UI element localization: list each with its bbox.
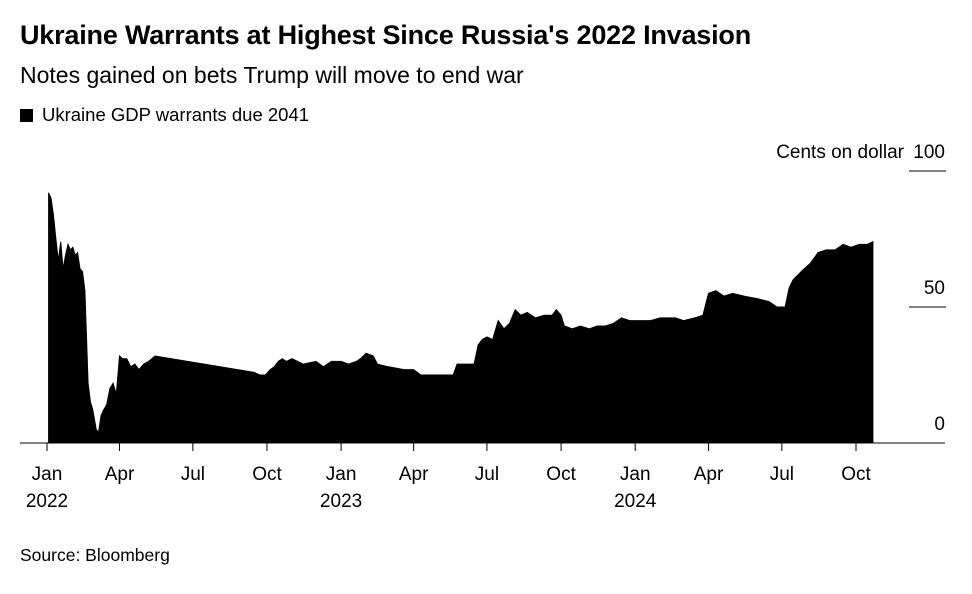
y-tick-label: 50 (924, 278, 945, 299)
x-tick-label: Oct (252, 464, 282, 485)
legend-swatch (20, 108, 33, 122)
y-axis-label: Cents on dollar (776, 142, 904, 163)
series-area (48, 192, 874, 444)
legend-label: Ukraine GDP warrants due 2041 (42, 104, 310, 125)
x-tick-label: Jan (326, 464, 357, 485)
x-tick-label: Jan (620, 464, 651, 485)
chart-title: Ukraine Warrants at Highest Since Russia… (20, 20, 752, 50)
x-tick-label: Oct (546, 464, 576, 485)
legend: Ukraine GDP warrants due 2041 (20, 104, 309, 126)
x-tick-year-label: 2022 (26, 491, 68, 512)
x-tick-label: Jul (475, 464, 499, 485)
source-note: Source: Bloomberg (20, 545, 170, 565)
y-tick-label: 100 (913, 142, 945, 163)
chart-subtitle: Notes gained on bets Trump will move to … (20, 62, 524, 88)
y-tick-label: 0 (934, 414, 945, 435)
x-tick-label: Apr (694, 464, 724, 485)
x-tick-label: Jan (32, 464, 63, 485)
x-tick-label: Apr (105, 464, 135, 485)
x-tick-label: Jul (181, 464, 205, 485)
x-tick-label: Apr (399, 464, 429, 485)
x-tick-label: Oct (841, 464, 871, 485)
x-tick-year-label: 2023 (320, 491, 362, 512)
x-tick-year-label: 2024 (614, 491, 657, 512)
x-tick-label: Jul (770, 464, 794, 485)
